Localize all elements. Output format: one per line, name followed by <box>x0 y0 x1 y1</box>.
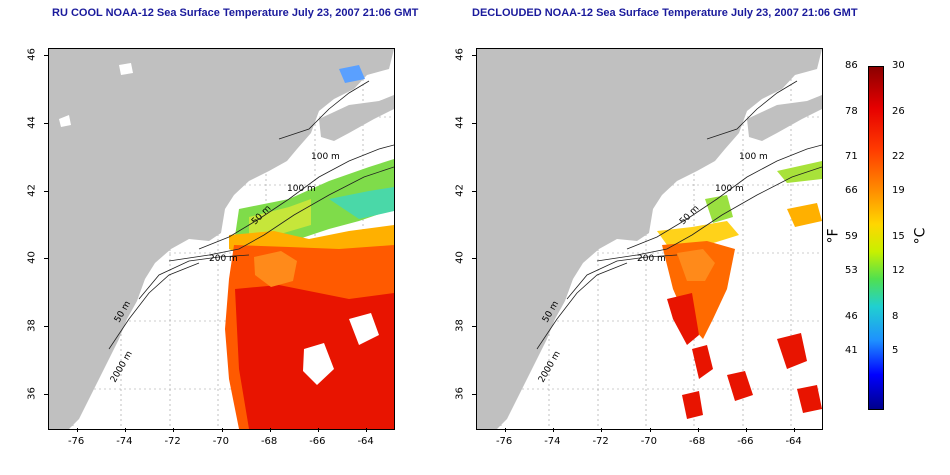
x-tick-label: -68 <box>260 436 278 447</box>
fahrenheit-tick-label: 66 <box>845 185 858 197</box>
x-tick-label: -76 <box>67 436 85 447</box>
y-tick-label: 38 <box>26 319 38 333</box>
y-tick-label: 44 <box>26 115 38 129</box>
y-tick-label: 46 <box>26 47 38 61</box>
contour-label-100m-b: 100 m <box>287 184 316 194</box>
sst-data-left <box>225 65 394 429</box>
y-tick-mark <box>44 54 48 56</box>
left-map-title: RU COOL NOAA-12 Sea Surface Temperature … <box>52 7 419 19</box>
contour-label-200m: 200 m <box>209 254 238 264</box>
x-tick-label: -76 <box>495 436 513 447</box>
x-tick-label: -70 <box>640 436 658 447</box>
x-tick-mark <box>125 428 127 432</box>
land-mass <box>49 49 394 429</box>
y-tick-label: 36 <box>26 387 38 400</box>
x-tick-label: -70 <box>212 436 230 447</box>
x-tick-mark <box>601 428 603 432</box>
right-sst-map[interactable]: 100 m 100 m 50 m 200 m 50 m 2000 m <box>476 48 823 430</box>
celsius-tick-label: 19 <box>892 185 905 197</box>
celsius-tick-label: 15 <box>892 231 905 242</box>
fahrenheit-tick-label: 59 <box>845 231 858 242</box>
x-tick-mark <box>318 428 320 432</box>
y-tick-mark <box>472 122 476 124</box>
nova-scotia <box>319 95 394 141</box>
y-tick-label: 44 <box>454 115 466 129</box>
contour-label-2000m: 2000 m <box>109 350 135 385</box>
celsius-tick-label: 8 <box>892 310 899 322</box>
sst-data-right <box>657 161 822 419</box>
x-tick-mark <box>366 428 368 432</box>
fahrenheit-tick-label: 86 <box>845 60 858 71</box>
land-mass <box>477 49 822 429</box>
y-tick-mark <box>44 394 48 396</box>
fahrenheit-tick-label: 78 <box>845 105 858 117</box>
contour-label-100m-a: 100 m <box>739 152 768 162</box>
x-tick-mark <box>173 428 175 432</box>
left-map-canvas: 100 m 100 m 50 m 200 m 50 m 2000 m <box>49 49 394 429</box>
fahrenheit-unit-label: °F <box>825 228 842 244</box>
fahrenheit-tick-label: 53 <box>845 265 858 277</box>
contour-label-100m-a: 100 m <box>311 152 340 162</box>
y-tick-label: 46 <box>454 47 466 61</box>
fahrenheit-tick-label: 46 <box>845 310 858 322</box>
y-tick-label: 42 <box>454 183 466 197</box>
x-tick-mark <box>794 428 796 432</box>
x-tick-mark <box>746 428 748 432</box>
celsius-unit-label: °C <box>912 227 929 245</box>
x-tick-mark <box>504 428 506 432</box>
contour-label-2000m: 2000 m <box>537 350 563 385</box>
lake <box>59 63 133 127</box>
y-tick-mark <box>44 190 48 192</box>
y-tick-label: 42 <box>26 183 38 197</box>
y-tick-mark <box>472 258 476 260</box>
y-tick-mark <box>472 54 476 56</box>
y-tick-label: 38 <box>454 319 466 333</box>
nova-scotia <box>747 95 822 141</box>
y-tick-mark <box>44 326 48 328</box>
celsius-tick-label: 30 <box>892 60 905 71</box>
x-tick-mark <box>221 428 223 432</box>
x-tick-mark <box>697 428 699 432</box>
bathymetry-contours <box>108 80 394 350</box>
x-tick-label: -72 <box>592 436 609 447</box>
x-tick-label: -74 <box>116 436 133 447</box>
y-tick-mark <box>44 122 48 124</box>
contour-label-50m-a: 50 m <box>678 204 701 227</box>
x-tick-mark <box>76 428 78 432</box>
celsius-tick-label: 26 <box>892 105 905 117</box>
y-tick-label: 40 <box>26 251 38 265</box>
x-tick-label: -74 <box>544 436 561 447</box>
fahrenheit-tick-label: 71 <box>845 151 858 163</box>
x-tick-label: -66 <box>309 436 326 447</box>
x-tick-mark <box>553 428 555 432</box>
temperature-colorbar <box>868 66 884 410</box>
x-tick-label: -68 <box>688 436 706 447</box>
x-tick-label: -64 <box>357 436 374 447</box>
y-tick-mark <box>472 326 476 328</box>
y-tick-mark <box>472 394 476 396</box>
y-tick-label: 40 <box>454 251 466 265</box>
fahrenheit-tick-label: 41 <box>845 345 858 356</box>
right-map-title: DECLOUDED NOAA-12 Sea Surface Temperatur… <box>472 7 858 19</box>
y-tick-mark <box>472 190 476 192</box>
x-tick-label: -64 <box>785 436 802 447</box>
x-tick-mark <box>269 428 271 432</box>
y-tick-mark <box>44 258 48 260</box>
celsius-tick-label: 12 <box>892 265 905 277</box>
bathymetry-contours <box>536 80 822 350</box>
x-tick-mark <box>649 428 651 432</box>
left-sst-map[interactable]: 100 m 100 m 50 m 200 m 50 m 2000 m <box>48 48 395 430</box>
x-tick-label: -72 <box>164 436 181 447</box>
celsius-tick-label: 5 <box>892 345 899 356</box>
right-map-canvas: 100 m 100 m 50 m 200 m 50 m 2000 m <box>477 49 822 429</box>
x-tick-label: -66 <box>737 436 754 447</box>
celsius-tick-label: 22 <box>892 151 905 163</box>
y-tick-label: 36 <box>454 387 466 400</box>
contour-label-100m-b: 100 m <box>715 184 744 194</box>
contour-label-200m: 200 m <box>637 254 666 264</box>
